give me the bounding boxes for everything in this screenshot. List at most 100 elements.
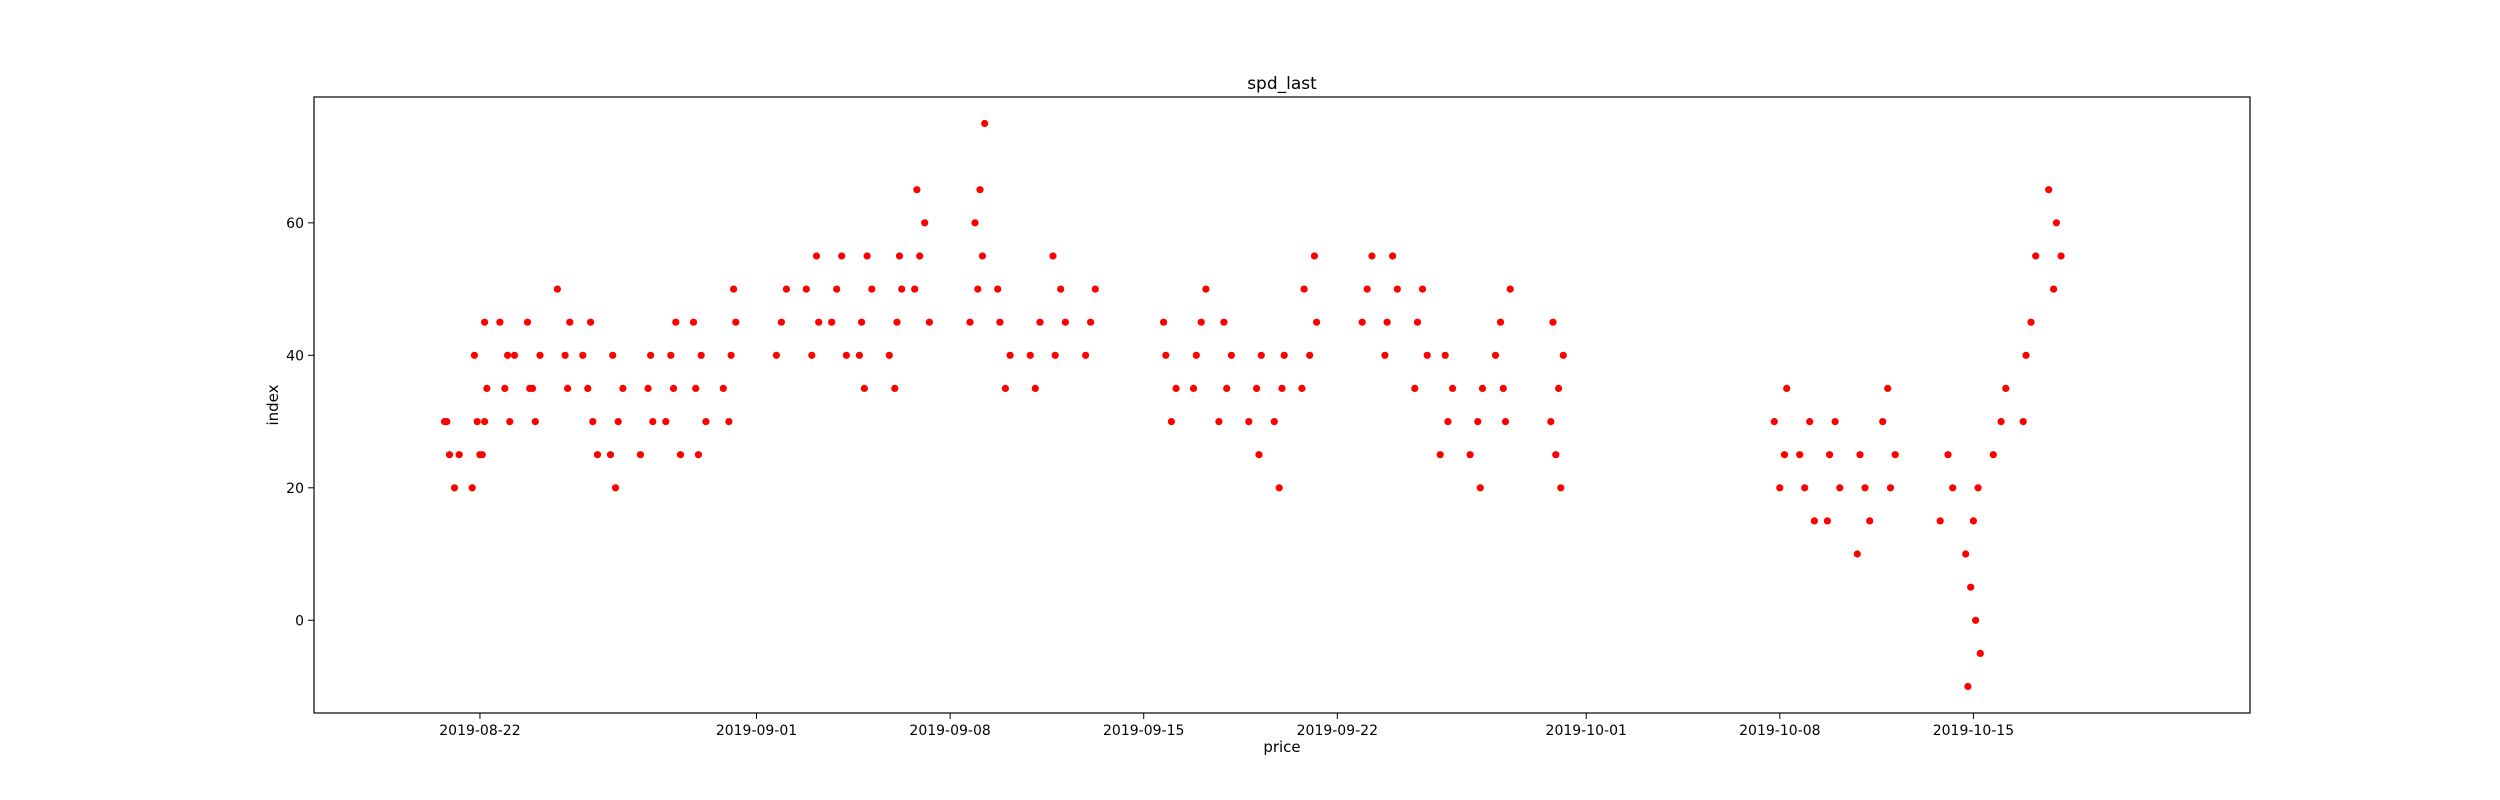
data-point [1969,517,1977,525]
data-point [1555,384,1563,392]
data-point [732,318,740,326]
data-point [1853,550,1861,558]
data-point [647,351,655,359]
data-point [1036,318,1044,326]
data-point [587,318,595,326]
y-tick-label: 20 [286,481,304,497]
data-point [611,484,620,492]
data-point [727,351,735,359]
data-point [2050,285,2058,293]
data-point [1997,418,2005,426]
data-point [593,451,602,459]
data-point [1549,318,1557,326]
y-axis-label: index [264,384,282,425]
data-point [1886,484,1895,492]
x-tick-label: 2019-08-22 [439,723,520,739]
data-point [644,384,652,392]
data-point [689,318,698,326]
data-point [1253,384,1261,392]
data-point [895,252,904,260]
data-point [662,418,670,426]
data-point [1989,451,1997,459]
plot-frame [313,96,2251,714]
x-tick-label: 2019-09-08 [909,723,990,739]
data-point [1026,351,1034,359]
data-point [1091,285,1099,293]
data-point [1891,451,1899,459]
data-point [1423,351,1431,359]
data-point [1192,351,1200,359]
data-point [1884,384,1892,392]
data-point [669,384,678,392]
data-point [1823,517,1831,525]
data-point [1383,318,1391,326]
data-point [925,318,934,326]
data-point [1831,418,1839,426]
data-point [1866,517,1874,525]
data-point [891,384,899,392]
data-point [855,351,864,359]
data-point [2032,252,2040,260]
data-point [1057,285,1065,293]
data-point [1776,484,1784,492]
data-point [1806,418,1814,426]
data-point [782,285,791,293]
data-point [523,318,532,326]
data-point [725,418,733,426]
data-point [1393,285,1401,293]
y-axis: 0 20 40 60 [286,216,314,629]
data-point [1559,351,1567,359]
y-tick-label: 0 [295,613,304,629]
data-point [473,418,481,426]
data-point [501,384,509,392]
data-point [1976,649,1984,658]
data-point [1506,285,1514,293]
data-point [2045,186,2053,194]
data-point [1189,384,1198,392]
data-point [838,252,846,260]
data-point [1879,418,1887,426]
data-point [506,418,514,426]
data-point [1167,418,1175,426]
data-point [672,318,680,326]
data-point [996,318,1004,326]
data-point [1051,351,1059,359]
data-point [772,351,781,359]
data-point [510,351,519,359]
data-point [504,351,512,359]
data-point [893,318,901,326]
data-point [1476,484,1484,492]
data-point [445,451,454,459]
data-point [1796,451,1804,459]
data-point [1441,351,1449,359]
data-point [1257,351,1265,359]
data-point [1381,351,1389,359]
data-point [584,384,592,392]
data-point [1245,418,1253,426]
data-point [443,418,451,426]
data-point [1363,285,1371,293]
data-point [1801,484,1809,492]
data-point [649,418,657,426]
data-point [1411,384,1419,392]
data-point [692,384,700,392]
data-point [1270,418,1278,426]
data-point [481,318,489,326]
data-point [1202,285,1210,293]
data-point [808,351,816,359]
data-point [868,285,876,293]
data-point [978,252,987,260]
data-point [1082,351,1090,359]
data-point [966,318,974,326]
data-point [971,219,979,227]
data-point [842,351,851,359]
data-point [481,418,489,426]
data-point [528,384,537,392]
data-point [974,285,982,293]
data-point [1255,451,1263,459]
data-point [802,285,810,293]
data-point [606,451,615,459]
data-point [2022,351,2030,359]
data-point [1162,351,1170,359]
data-point [994,285,1002,293]
